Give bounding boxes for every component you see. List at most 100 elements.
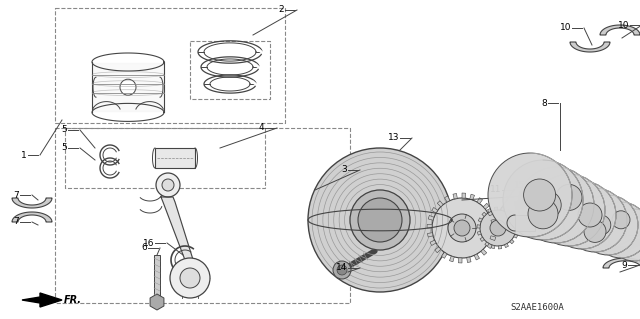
Bar [155,148,195,168]
Text: 8: 8 [541,99,547,108]
Polygon shape [477,198,483,204]
Polygon shape [491,245,495,249]
Polygon shape [516,228,519,231]
Polygon shape [470,194,474,200]
Circle shape [503,160,583,240]
Circle shape [170,258,210,298]
Circle shape [563,188,627,252]
Polygon shape [482,212,486,216]
Polygon shape [428,233,433,237]
Circle shape [612,211,630,229]
Circle shape [533,191,561,219]
Polygon shape [603,258,640,268]
Text: 15: 15 [513,181,525,189]
Circle shape [533,174,605,246]
Polygon shape [427,224,432,228]
Circle shape [490,220,506,236]
Polygon shape [453,193,458,199]
Polygon shape [449,256,454,262]
Circle shape [454,220,470,236]
Bar [515,215,535,231]
Bar [154,255,160,302]
Text: 13: 13 [387,133,399,143]
Polygon shape [510,240,514,244]
Polygon shape [598,240,640,250]
Circle shape [180,268,200,288]
Circle shape [448,214,476,242]
Bar [514,198,530,210]
Text: S2AAE1600A: S2AAE1600A [510,303,564,313]
Polygon shape [488,211,494,216]
Circle shape [578,203,602,227]
Text: 4: 4 [259,123,264,132]
Polygon shape [12,198,52,208]
Bar [55,128,350,303]
Polygon shape [22,293,62,307]
Text: FR.: FR. [64,295,82,305]
Polygon shape [486,243,492,249]
Polygon shape [494,207,498,210]
Polygon shape [442,252,447,258]
Circle shape [556,184,582,211]
Circle shape [337,265,347,275]
Polygon shape [478,218,483,222]
Polygon shape [507,210,511,214]
Polygon shape [483,203,489,209]
Circle shape [308,148,452,292]
Circle shape [156,173,180,197]
Circle shape [480,210,516,246]
Polygon shape [501,207,505,211]
Circle shape [578,195,638,255]
Polygon shape [514,234,518,238]
Circle shape [584,220,606,242]
Bar [55,8,285,123]
Polygon shape [492,228,497,232]
Polygon shape [428,215,434,220]
Polygon shape [600,25,640,35]
Text: 5: 5 [61,144,67,152]
Polygon shape [484,242,489,246]
Circle shape [591,215,611,235]
Text: 10: 10 [559,24,571,33]
Polygon shape [430,240,436,246]
Bar [190,41,270,99]
Circle shape [548,181,616,249]
Text: 11: 11 [490,186,501,195]
Polygon shape [480,237,484,241]
Polygon shape [488,208,492,212]
Text: 1: 1 [21,151,27,160]
Circle shape [162,179,174,191]
Text: 7: 7 [13,218,19,226]
Text: 14: 14 [335,263,347,272]
Polygon shape [481,249,487,255]
Text: 6: 6 [141,243,147,253]
Polygon shape [12,212,52,222]
Polygon shape [161,197,200,266]
Polygon shape [477,232,481,235]
Text: 12: 12 [518,190,529,199]
Polygon shape [477,225,480,228]
Circle shape [488,153,572,237]
Text: 5: 5 [61,125,67,135]
Polygon shape [474,254,479,260]
Text: 3: 3 [341,166,347,174]
Polygon shape [432,207,438,213]
Polygon shape [437,201,443,207]
Polygon shape [491,219,497,223]
Circle shape [358,198,402,242]
Polygon shape [512,214,516,219]
Text: 9: 9 [621,261,627,270]
Circle shape [608,209,640,261]
Text: 10: 10 [618,20,629,29]
Polygon shape [435,247,441,253]
Polygon shape [467,257,471,263]
Circle shape [350,190,410,250]
Circle shape [524,179,556,211]
Polygon shape [458,258,462,263]
Polygon shape [150,294,164,310]
Circle shape [593,202,640,258]
Polygon shape [504,244,509,248]
Polygon shape [462,193,466,198]
Text: 2: 2 [278,5,284,14]
Polygon shape [515,221,518,225]
